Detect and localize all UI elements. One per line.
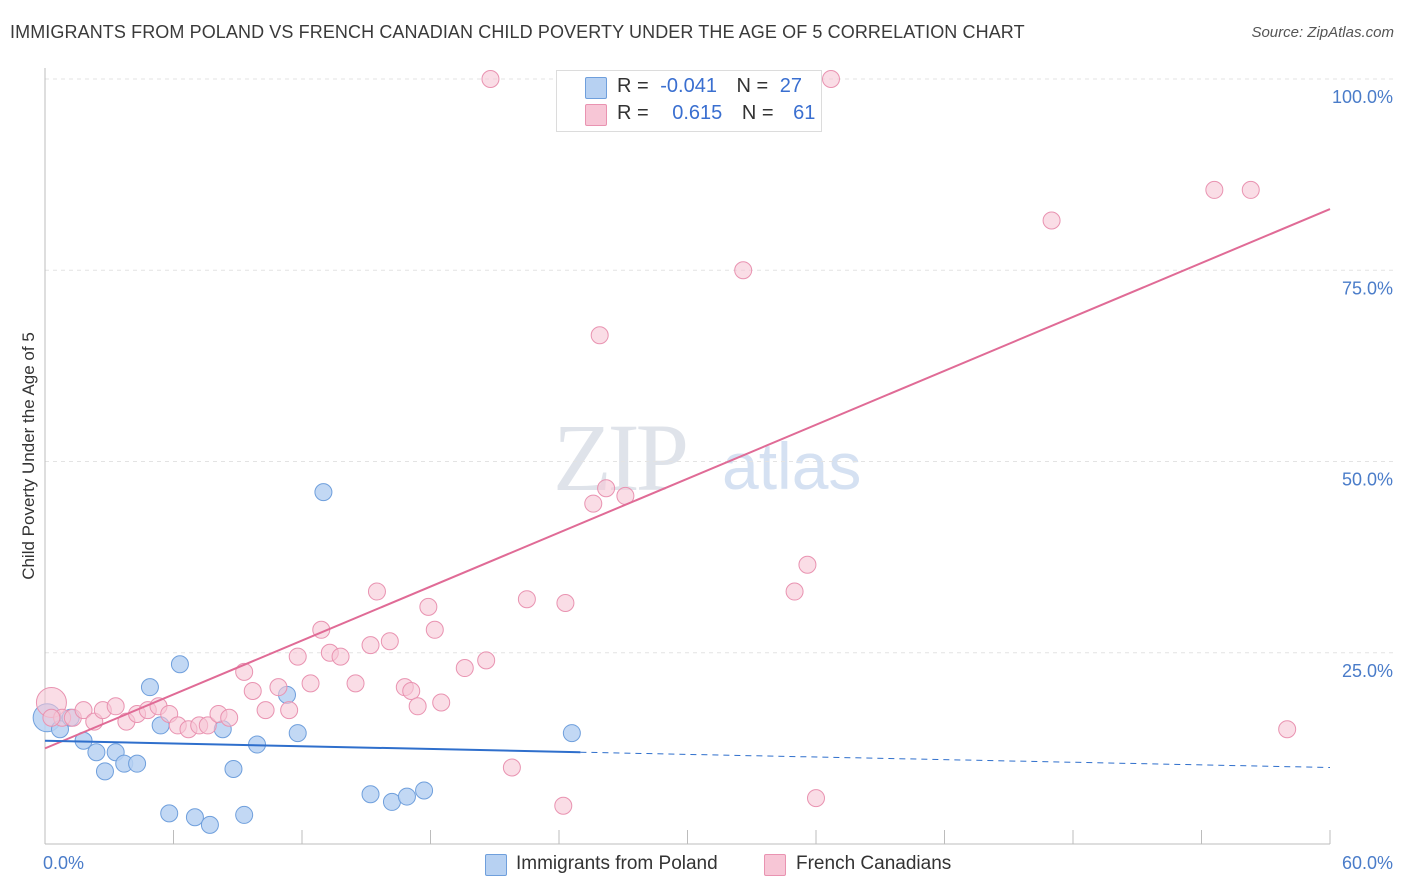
trend-line-french-canadian bbox=[44, 208, 1331, 750]
data-point-french-canadian bbox=[590, 326, 609, 345]
y-axis-label: Child Poverty Under the Age of 5 bbox=[19, 332, 38, 580]
data-point-french-canadian bbox=[367, 582, 386, 601]
data-point-poland bbox=[397, 787, 416, 806]
legend-swatch-blue bbox=[585, 77, 607, 99]
data-point-french-canadian bbox=[220, 708, 239, 727]
data-point-french-canadian bbox=[288, 647, 307, 666]
data-point-poland bbox=[235, 805, 254, 824]
x-ticks bbox=[44, 830, 1331, 844]
series-legend-swatch-pink bbox=[764, 854, 786, 876]
data-point-poland bbox=[160, 804, 179, 823]
data-point-poland bbox=[382, 792, 401, 811]
data-point-poland bbox=[288, 724, 307, 743]
trend-line-poland-extrapolated bbox=[580, 751, 1331, 768]
data-point-french-canadian bbox=[1205, 180, 1224, 199]
data-point-french-canadian bbox=[42, 708, 61, 727]
series-poland-points bbox=[32, 483, 581, 834]
y-tick-label: 75.0% bbox=[1342, 278, 1393, 298]
legend-n-label: N = bbox=[736, 75, 769, 97]
data-point-poland bbox=[87, 743, 106, 762]
legend-r-value: 0.615 bbox=[672, 102, 723, 124]
legend-r-value: -0.041 bbox=[660, 75, 717, 97]
data-point-poland bbox=[95, 762, 114, 781]
data-point-french-canadian bbox=[584, 494, 603, 513]
data-point-french-canadian bbox=[419, 597, 438, 616]
data-point-french-canadian bbox=[481, 70, 500, 88]
trend-line-poland bbox=[44, 739, 581, 754]
legend-r-label: R = bbox=[617, 102, 649, 124]
legend-n-value: 61 bbox=[793, 102, 816, 124]
data-point-french-canadian bbox=[597, 479, 616, 498]
data-point-poland bbox=[185, 808, 204, 827]
data-point-french-canadian bbox=[477, 651, 496, 670]
data-point-poland bbox=[562, 724, 581, 743]
data-point-french-canadian bbox=[455, 659, 474, 678]
data-point-poland bbox=[314, 483, 333, 502]
data-point-french-canadian bbox=[301, 674, 320, 693]
data-point-french-canadian bbox=[785, 582, 804, 601]
series-french-canadian-points bbox=[35, 70, 1297, 815]
data-point-french-canadian bbox=[734, 261, 753, 280]
data-point-french-canadian bbox=[361, 636, 380, 655]
data-point-french-canadian bbox=[798, 555, 817, 574]
data-point-french-canadian bbox=[280, 701, 299, 720]
data-point-french-canadian bbox=[554, 796, 573, 815]
chart-title: IMMIGRANTS FROM POLAND VS FRENCH CANADIA… bbox=[10, 22, 1025, 42]
watermark-atlas: atlas bbox=[722, 429, 862, 503]
data-point-poland bbox=[224, 760, 243, 779]
data-point-poland bbox=[140, 678, 159, 697]
data-point-french-canadian bbox=[380, 632, 399, 651]
data-point-poland bbox=[128, 754, 147, 773]
grid-lines bbox=[45, 78, 1395, 654]
data-point-french-canadian bbox=[408, 697, 427, 716]
legend-n-value: 27 bbox=[779, 75, 803, 97]
data-point-french-canadian bbox=[517, 590, 536, 609]
legend-swatch-pink bbox=[585, 104, 607, 126]
data-point-french-canadian bbox=[432, 693, 451, 712]
data-point-french-canadian bbox=[502, 758, 521, 777]
source-label: Source: ZipAtlas.com bbox=[1251, 24, 1394, 41]
y-tick-labels: 25.0% 50.0% 75.0% 100.0% bbox=[1332, 87, 1393, 681]
series-legend-french-canadian: French Canadians bbox=[796, 853, 952, 874]
y-tick-label: 25.0% bbox=[1342, 661, 1393, 681]
y-tick-label: 50.0% bbox=[1342, 470, 1393, 490]
data-point-poland bbox=[361, 785, 380, 804]
legend-row-french-canadian: R = 0.615 N = 61 bbox=[617, 102, 815, 125]
data-point-french-canadian bbox=[556, 594, 575, 613]
data-point-poland bbox=[200, 815, 219, 834]
legend-n-label: N = bbox=[741, 102, 774, 124]
data-point-poland bbox=[170, 655, 189, 674]
series-legend-swatch-blue bbox=[485, 854, 507, 876]
data-point-french-canadian bbox=[1042, 211, 1061, 230]
y-tick-label: 100.0% bbox=[1332, 87, 1393, 107]
legend-row-poland: R = -0.041 N = 27 bbox=[617, 75, 802, 98]
data-point-french-canadian bbox=[402, 682, 421, 700]
data-point-french-canadian bbox=[269, 678, 288, 697]
x-tick-label-max: 60.0% bbox=[1342, 853, 1393, 873]
data-point-french-canadian bbox=[74, 701, 93, 720]
data-point-french-canadian bbox=[106, 697, 125, 716]
data-point-french-canadian bbox=[1278, 720, 1297, 739]
data-point-french-canadian bbox=[331, 647, 350, 666]
data-point-french-canadian bbox=[346, 674, 365, 693]
series-legend-poland: Immigrants from Poland bbox=[516, 853, 718, 874]
data-point-french-canadian bbox=[1241, 180, 1260, 199]
x-tick-label-min: 0.0% bbox=[43, 853, 84, 873]
data-point-french-canadian bbox=[425, 620, 444, 639]
legend-r-label: R = bbox=[617, 75, 649, 97]
data-point-french-canadian bbox=[198, 716, 217, 735]
data-point-french-canadian bbox=[807, 789, 825, 808]
correlation-legend: R = -0.041 N = 27 R = 0.615 N = 61 bbox=[556, 70, 822, 132]
data-point-poland bbox=[415, 781, 434, 800]
data-point-french-canadian bbox=[256, 701, 275, 720]
data-point-french-canadian bbox=[821, 70, 840, 88]
data-point-french-canadian bbox=[235, 662, 254, 681]
trend-lines bbox=[44, 208, 1331, 768]
data-point-french-canadian bbox=[243, 682, 262, 700]
